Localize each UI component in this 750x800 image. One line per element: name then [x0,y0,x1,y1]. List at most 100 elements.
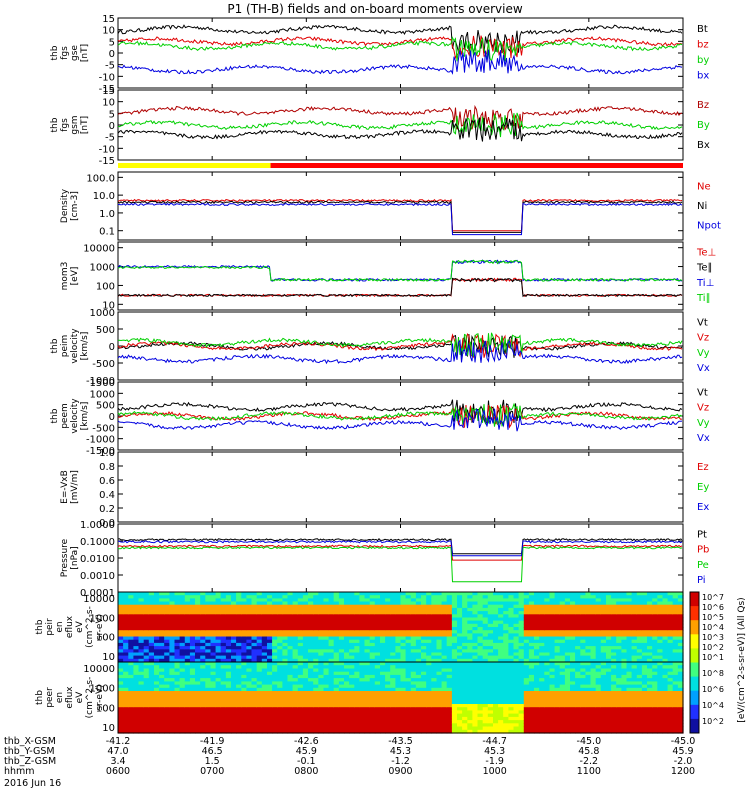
heatmap-cell [189,620,196,625]
heatmap-cell [364,687,371,692]
heatmap-cell [513,595,520,599]
heatmap-cell [364,620,371,625]
heatmap-cell [333,636,340,641]
heatmap-cell [554,681,561,686]
heatmap-cell [431,707,437,711]
heatmap-cell [323,627,330,631]
y-tick-label: 0.8 [99,462,115,473]
heatmap-cell [580,620,586,625]
heatmap-cell [338,633,345,638]
heatmap-cell [431,671,437,676]
heatmap-cell [657,658,663,663]
heatmap-cell [205,642,211,647]
heatmap-cell [292,713,299,718]
heatmap-cell [313,726,319,731]
heatmap-cell [313,707,319,711]
heatmap-cell [231,720,237,724]
heatmap-cell [482,636,489,641]
heatmap-cell [267,716,273,721]
heatmap-cell [405,697,412,702]
heatmap-cell [606,598,612,603]
heatmap-cell [205,617,211,622]
heatmap-cell [251,674,258,679]
heatmap-cell [606,671,612,676]
heatmap-cell [246,671,253,676]
heatmap-cell [241,694,247,699]
heatmap-cell [123,704,129,708]
heatmap-cell [374,674,381,679]
heatmap-cell [277,716,283,721]
heatmap-cell [626,630,633,634]
heatmap-cell [287,598,294,603]
heatmap-cell [564,691,571,695]
heatmap-cell [657,620,663,625]
heatmap-cell [349,671,355,676]
heatmap-cell [580,639,586,644]
heatmap-cell [318,726,324,731]
heatmap-cell [354,713,360,718]
heatmap-cell [672,611,679,615]
heatmap-cell [477,630,484,634]
heatmap-cell [457,684,463,689]
heatmap-cell [133,617,140,622]
series-line-Vy [117,402,683,427]
heatmap-cell [159,700,165,705]
heatmap-cell [662,601,669,606]
heatmap-cell [292,681,299,686]
heatmap-cell [354,620,360,625]
heatmap-cell [138,639,145,644]
heatmap-cell [323,665,330,669]
heatmap-cell [493,601,499,606]
heatmap-cell [585,617,592,622]
heatmap-cell [174,726,181,731]
heatmap-cell [138,678,145,682]
heatmap-cell [164,697,170,702]
heatmap-cell [318,729,324,734]
heatmap-cell [606,623,612,628]
heatmap-cell [564,607,571,612]
heatmap-cell [426,642,432,647]
heatmap-cell [123,713,129,718]
heatmap-cell [231,604,237,609]
heatmap-cell [534,710,540,715]
heatmap-cell [369,623,376,628]
heatmap-cell [267,684,273,689]
heatmap-cell [451,607,458,612]
heatmap-cell [395,665,402,669]
heatmap-cell [200,630,206,634]
heatmap-cell [225,681,232,686]
heatmap-cell [354,694,360,699]
heatmap-cell [621,601,628,606]
heatmap-cell [118,707,124,711]
y-axis-label: sr-eV) [95,684,105,710]
heatmap-cell [287,630,294,634]
heatmap-cell [462,723,468,728]
heatmap-cell [482,674,489,679]
heatmap-cell [251,595,258,599]
heatmap-cell [215,684,222,689]
heatmap-cell [421,639,427,644]
heatmap-cell [482,652,489,657]
heatmap-cell [282,707,289,711]
heatmap-cell [143,713,150,718]
heatmap-cell [308,630,314,634]
heatmap-cell [220,617,227,622]
heatmap-cell [159,691,165,695]
heatmap-cell [657,639,663,644]
heatmap-cell [482,694,489,699]
heatmap-cell [118,662,124,666]
heatmap-cell [164,681,170,686]
y-axis-label: velocity [70,398,80,434]
heatmap-cell [261,684,268,689]
heatmap-cell [472,614,479,619]
heatmap-cell [333,614,340,619]
heatmap-cell [225,642,232,647]
heatmap-cell [225,723,232,728]
heatmap-cell [323,713,330,718]
heatmap-cell [272,601,278,606]
heatmap-cell [133,636,140,641]
heatmap-cell [241,674,247,679]
heatmap-cell [528,716,535,721]
heatmap-cell [349,601,355,606]
heatmap-cell [528,642,535,647]
